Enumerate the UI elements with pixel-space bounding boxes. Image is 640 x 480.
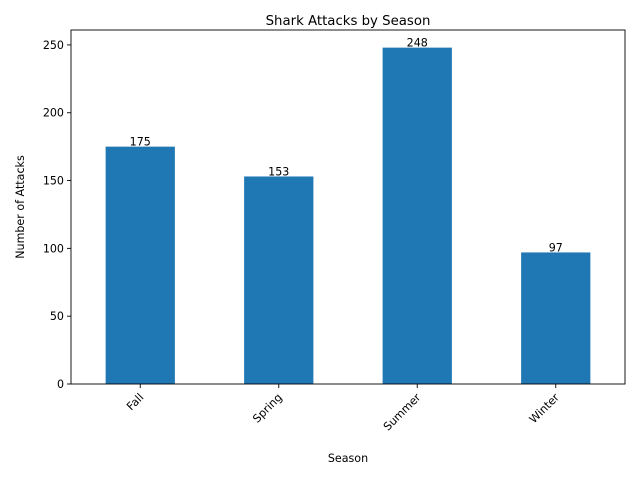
y-axis: 0 50 100 150 200 250 [43,39,71,391]
data-label-winter: 97 [549,241,563,254]
bar-winter [521,252,591,384]
x-tick-label-fall: Fall [124,391,146,413]
plot-frame [70,29,626,385]
chart-title: Shark Attacks by Season [266,14,431,29]
x-tick-label-summer: Summer [381,391,424,434]
bar-fall [105,146,175,384]
y-axis-label: Number of Attacks [14,155,27,259]
y-tick-label-250: 250 [43,39,64,52]
bar-summer [382,47,452,385]
y-tick-label-150: 150 [43,175,64,188]
y-tick-label-50: 50 [50,310,64,323]
data-labels-group: 175 153 248 97 [130,37,563,255]
y-tick-label-0: 0 [57,378,64,391]
x-axis: Fall Spring Summer Winter [124,384,562,433]
x-tick-label-winter: Winter [527,391,562,426]
y-tick-label-200: 200 [43,107,64,120]
y-tick-label-100: 100 [43,242,64,255]
x-axis-label: Season [328,452,368,465]
data-label-summer: 248 [407,37,428,50]
bars-group [105,47,591,385]
data-label-spring: 153 [268,165,289,178]
bar-spring [244,176,314,384]
x-tick-label-spring: Spring [250,391,285,426]
data-label-fall: 175 [130,136,151,149]
